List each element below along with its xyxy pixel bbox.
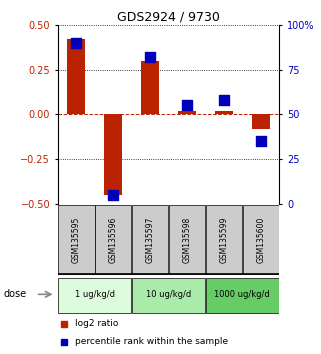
Bar	[58, 205, 94, 274]
Text: GSM135597: GSM135597	[145, 217, 155, 263]
Bar	[132, 205, 168, 274]
Bar	[243, 205, 279, 274]
Text: GSM135598: GSM135598	[182, 217, 192, 263]
Bar	[95, 205, 131, 274]
Title: GDS2924 / 9730: GDS2924 / 9730	[117, 11, 220, 24]
Text: GSM135595: GSM135595	[72, 217, 81, 263]
Bar	[169, 205, 205, 274]
Point	[74, 40, 79, 46]
Point	[258, 138, 263, 144]
Point	[110, 192, 116, 198]
Text: GSM135599: GSM135599	[219, 217, 229, 263]
Bar	[206, 205, 242, 274]
Bar	[141, 61, 159, 114]
Bar	[67, 39, 85, 114]
Bar	[215, 111, 233, 114]
Text: log2 ratio: log2 ratio	[75, 319, 119, 328]
Text: dose: dose	[4, 289, 27, 299]
Point	[184, 103, 189, 108]
Bar	[178, 111, 196, 114]
Text: 1 ug/kg/d: 1 ug/kg/d	[75, 290, 115, 299]
Text: 10 ug/kg/d: 10 ug/kg/d	[146, 290, 191, 299]
Bar	[58, 278, 131, 313]
Bar	[252, 114, 270, 129]
Bar	[104, 114, 122, 195]
Text: percentile rank within the sample: percentile rank within the sample	[75, 337, 229, 346]
Bar	[132, 278, 205, 313]
Bar	[206, 278, 279, 313]
Text: 1000 ug/kg/d: 1000 ug/kg/d	[214, 290, 270, 299]
Point	[147, 54, 153, 60]
Point	[221, 97, 226, 103]
Text: GSM135600: GSM135600	[256, 217, 265, 263]
Text: GSM135596: GSM135596	[108, 217, 118, 263]
